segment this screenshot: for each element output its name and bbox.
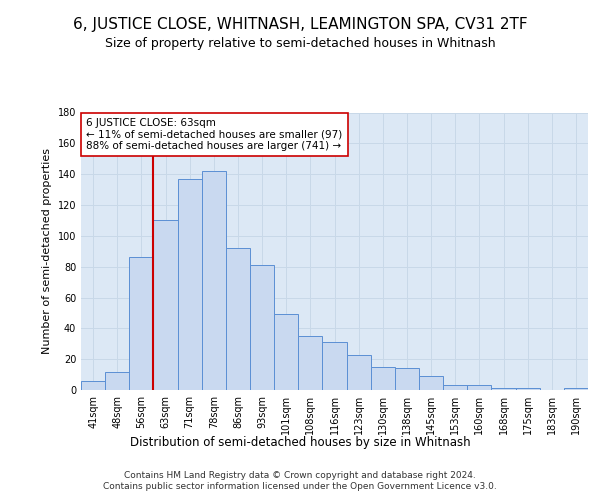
Bar — [371, 367, 395, 390]
Bar — [178, 179, 202, 390]
Bar — [467, 386, 491, 390]
Text: Contains HM Land Registry data © Crown copyright and database right 2024.
Contai: Contains HM Land Registry data © Crown c… — [103, 472, 497, 490]
Text: Distribution of semi-detached houses by size in Whitnash: Distribution of semi-detached houses by … — [130, 436, 470, 449]
Bar — [81, 381, 105, 390]
Bar — [347, 354, 371, 390]
Y-axis label: Number of semi-detached properties: Number of semi-detached properties — [42, 148, 52, 354]
Bar — [564, 388, 588, 390]
Text: 6, JUSTICE CLOSE, WHITNASH, LEAMINGTON SPA, CV31 2TF: 6, JUSTICE CLOSE, WHITNASH, LEAMINGTON S… — [73, 18, 527, 32]
Bar — [322, 342, 347, 390]
Bar — [274, 314, 298, 390]
Bar — [129, 258, 154, 390]
Bar — [202, 171, 226, 390]
Bar — [443, 386, 467, 390]
Bar — [395, 368, 419, 390]
Bar — [298, 336, 322, 390]
Bar — [105, 372, 129, 390]
Bar — [491, 388, 515, 390]
Text: Size of property relative to semi-detached houses in Whitnash: Size of property relative to semi-detach… — [104, 38, 496, 51]
Bar — [154, 220, 178, 390]
Bar — [419, 376, 443, 390]
Text: 6 JUSTICE CLOSE: 63sqm
← 11% of semi-detached houses are smaller (97)
88% of sem: 6 JUSTICE CLOSE: 63sqm ← 11% of semi-det… — [86, 118, 343, 151]
Bar — [250, 265, 274, 390]
Bar — [226, 248, 250, 390]
Bar — [515, 388, 540, 390]
